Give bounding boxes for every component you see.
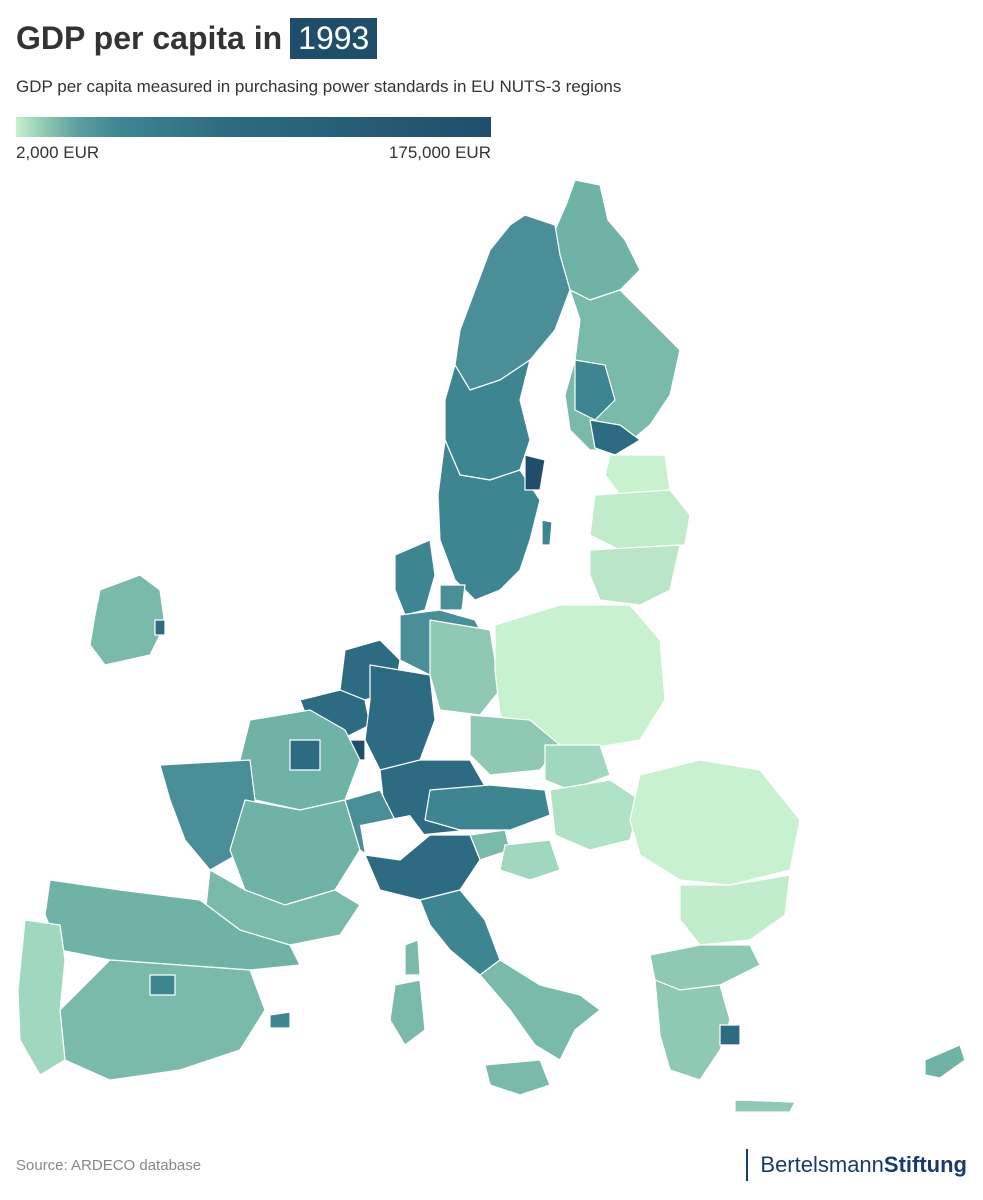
region-crete <box>734 1099 796 1113</box>
region-croatia <box>499 839 561 881</box>
region-bulgaria <box>679 874 791 946</box>
region-france-central <box>229 799 361 906</box>
region-estonia <box>604 454 671 496</box>
region-denmark <box>394 539 436 616</box>
region-latvia <box>589 489 691 551</box>
region-greece-attica <box>719 1024 741 1046</box>
region-denmark-islands <box>439 584 466 611</box>
region-italy-south <box>479 959 601 1061</box>
region-stockholm <box>524 454 546 491</box>
region-france-west <box>159 759 256 871</box>
region-germany-east <box>429 619 501 716</box>
subtitle: GDP per capita measured in purchasing po… <box>16 77 622 96</box>
region-corsica <box>404 939 421 976</box>
region-gotland <box>541 519 553 546</box>
region-greece-south <box>654 979 731 1081</box>
region-portugal <box>17 919 66 1076</box>
region-spain-central <box>59 959 266 1081</box>
region-czechia <box>469 714 561 776</box>
region-romania <box>629 759 801 886</box>
source-note: Source: ARDECO database <box>16 1157 202 1174</box>
title-text: GDP per capita in <box>16 19 283 56</box>
region-sweden-north <box>454 214 571 391</box>
region-sardinia <box>389 979 426 1046</box>
region-austria <box>424 784 551 831</box>
brand-light-text: Bertelsmann <box>760 1152 884 1177</box>
region-poland <box>494 604 666 751</box>
region-finland-capital <box>589 419 641 456</box>
region-cyprus <box>924 1044 966 1079</box>
region-sicily <box>484 1059 551 1096</box>
region-ireland <box>89 574 166 666</box>
region-slovakia <box>544 744 611 791</box>
legend-min-label: 2,000 EUR <box>16 143 100 162</box>
region-sweden-south <box>437 439 541 601</box>
region-italy-central <box>419 889 501 976</box>
region-france-paris <box>289 739 321 771</box>
color-scale-legend <box>16 117 491 137</box>
region-spain-madrid <box>149 974 176 996</box>
eu-nuts3-map <box>17 179 966 1113</box>
region-lithuania <box>589 544 681 606</box>
region-greece-north <box>649 944 761 991</box>
region-hungary <box>549 779 641 851</box>
region-italy-north <box>364 834 481 901</box>
year-badge: 1993 <box>290 17 378 59</box>
switzerland-gap <box>360 815 425 860</box>
brand-bold-text: Stiftung <box>883 1152 967 1177</box>
bertelsmann-stiftung-logo: Bertelsmann Stiftung <box>746 1149 967 1181</box>
region-finland-central <box>574 359 616 421</box>
page-title: GDP per capita in 1993 <box>16 14 378 62</box>
region-germany-west <box>364 664 436 771</box>
legend-max-label: 175,000 EUR <box>388 143 491 162</box>
region-ireland-dublin <box>154 619 166 636</box>
region-balearic <box>269 1011 291 1029</box>
